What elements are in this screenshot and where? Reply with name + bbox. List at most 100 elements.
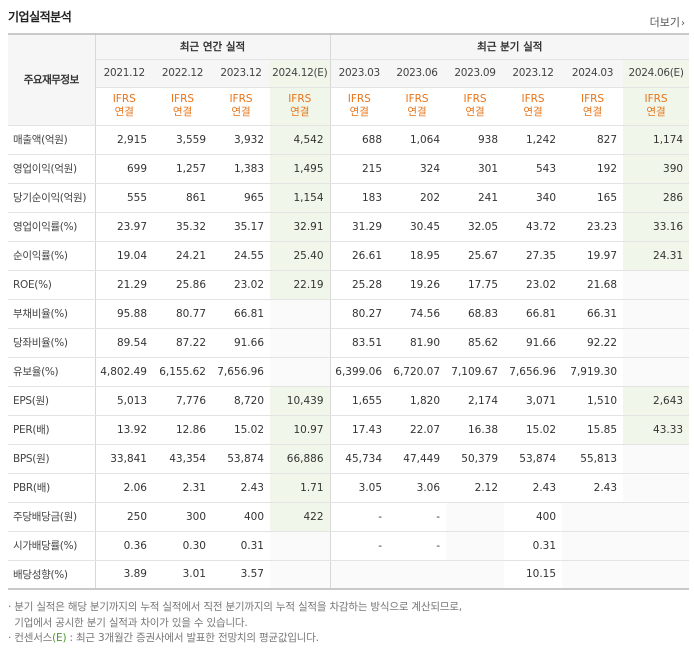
table-cell: 80.27 — [329, 299, 389, 329]
ifrs-label: IFRS 연결 — [504, 87, 563, 126]
table-cell: 400 — [504, 501, 563, 532]
table-cell: 340 — [504, 183, 563, 213]
table-cell: 0.31 — [504, 531, 563, 561]
quarter-group-header: 최근 분기 실적 — [329, 34, 690, 60]
table-cell: 2,915 — [95, 125, 153, 155]
table-cell: 3.89 — [95, 560, 153, 590]
table-cell: 23.23 — [562, 211, 624, 242]
table-cell: 1,495 — [270, 154, 331, 184]
table-cell: 24.31 — [623, 241, 690, 271]
table-cell: 80.77 — [153, 299, 212, 329]
table-cell: - — [388, 531, 447, 561]
table-cell: 18.95 — [388, 241, 447, 271]
row-label: 매출액(억원) — [8, 125, 96, 155]
period-header: 2023.09 — [446, 59, 505, 88]
table-cell: 324 — [388, 154, 447, 184]
table-cell: 861 — [153, 183, 212, 213]
table-cell: 286 — [623, 183, 690, 213]
table-cell: 66.81 — [504, 299, 563, 329]
row-label: ROE(%) — [8, 270, 96, 300]
table-cell: 43.72 — [504, 211, 563, 242]
table-cell: 30.45 — [388, 211, 447, 242]
table-cell: 3,071 — [504, 385, 563, 416]
table-cell: 66,886 — [270, 444, 331, 474]
table-cell: 241 — [446, 183, 505, 213]
table-row: 부채비율(%) 95.88 80.77 66.81 80.27 74.56 68.83 66.… — [8, 299, 690, 329]
table-cell: 55,813 — [562, 444, 624, 474]
table-row: PER(배) 13.92 12.86 15.02 10.97 17.43 22.07 16.3… — [8, 415, 690, 445]
row-label: 영업이익(억원) — [8, 154, 96, 184]
table-row: EPS(원) 5,013 7,776 8,720 10,439 1,655 1,820 2,1… — [8, 385, 690, 416]
table-cell: 19.26 — [388, 270, 447, 300]
table-cell: 17.43 — [329, 415, 389, 445]
row-label: 시가배당률(%) — [8, 531, 96, 561]
table-cell: 10,439 — [270, 385, 331, 416]
table-row: 영업이익(억원) 699 1,257 1,383 1,495 215 324 301 543 19… — [8, 154, 690, 184]
table-cell — [623, 501, 690, 532]
ifrs-row: IFRS 연결 IFRS 연결 IFRS 연결 IFRS 연결 IFRS 연결 IFRS 연결 IFRS… — [8, 87, 690, 126]
table-cell: 23.02 — [212, 270, 270, 300]
ifrs-label: IFRS 연결 — [623, 87, 690, 126]
table-row: 유보율(%) 4,802.49 6,155.62 7,656.96 6,399.06 6,… — [8, 357, 690, 387]
table-cell — [623, 473, 690, 503]
table-cell: 3.06 — [388, 473, 447, 503]
table-cell: 25.28 — [329, 270, 389, 300]
table-cell: 26.61 — [329, 241, 389, 271]
table-cell: 7,919.30 — [562, 357, 624, 387]
table-cell: 688 — [329, 125, 389, 155]
table-cell: 2.06 — [95, 473, 153, 503]
table-cell: 0.30 — [153, 531, 212, 561]
row-label: 당기순이익(억원) — [8, 183, 96, 213]
table-cell: 2,643 — [623, 385, 690, 416]
row-label: 영업이익률(%) — [8, 211, 96, 242]
table-cell: 23.97 — [95, 211, 153, 242]
table-cell: 6,720.07 — [388, 357, 447, 387]
table-cell: 6,155.62 — [153, 357, 212, 387]
table-cell: 555 — [95, 183, 153, 213]
table-cell: 95.88 — [95, 299, 153, 329]
table-cell: 15.02 — [504, 415, 563, 445]
table-cell: 87.22 — [153, 328, 212, 358]
table-cell — [270, 560, 331, 590]
table-cell: 19.97 — [562, 241, 624, 271]
corner-header: 주요재무정보 — [8, 34, 96, 126]
period-header: 2024.03 — [562, 59, 624, 88]
row-label: 주당배당금(원) — [8, 501, 96, 532]
row-label: 당좌비율(%) — [8, 328, 96, 358]
table-cell — [562, 560, 624, 590]
table-cell — [388, 560, 447, 590]
footnote-1: · 분기 실적은 해당 분기까지의 누적 실적에서 직전 분기까지의 누적 실적… — [8, 601, 462, 613]
ifrs-label: IFRS 연결 — [329, 87, 389, 126]
ifrs-label: IFRS 연결 — [388, 87, 447, 126]
table-cell: 16.38 — [446, 415, 505, 445]
table-cell: 827 — [562, 125, 624, 155]
table-cell: 50,379 — [446, 444, 505, 474]
table-row: 시가배당률(%) 0.36 0.30 0.31- -0.31 — [8, 531, 690, 561]
period-header: 2024.06(E) — [623, 59, 690, 88]
table-cell — [623, 444, 690, 474]
table-body: 매출액(억원) 2,915 3,559 3,932 4,542 688 1,064 938 1,… — [8, 125, 690, 590]
table-cell: 1,383 — [212, 154, 270, 184]
table-cell: 1,257 — [153, 154, 212, 184]
table-cell: 25.86 — [153, 270, 212, 300]
table-row: PBR(배) 2.06 2.31 2.43 1.71 3.05 3.06 2.12 2.43 2.… — [8, 473, 690, 503]
table-cell: 183 — [329, 183, 389, 213]
table-cell: 938 — [446, 125, 505, 155]
table-cell: 53,874 — [504, 444, 563, 474]
table-cell: 250 — [95, 501, 153, 532]
table-cell: 15.02 — [212, 415, 270, 445]
table-cell: 43,354 — [153, 444, 212, 474]
table-cell: 92.22 — [562, 328, 624, 358]
table-cell: 1,820 — [388, 385, 447, 416]
period-header: 2023.12 — [504, 59, 563, 88]
table-cell: 7,656.96 — [212, 357, 270, 387]
table-cell: 45,734 — [329, 444, 389, 474]
table-cell: 85.62 — [446, 328, 505, 358]
more-link[interactable]: 더보기› — [650, 14, 685, 30]
table-cell — [562, 531, 624, 561]
table-cell: 0.31 — [212, 531, 270, 561]
footnote-1-cont: 기업에서 공시한 분기 실적과 차이가 있을 수 있습니다. — [14, 616, 248, 629]
table-cell: 543 — [504, 154, 563, 184]
table-cell: 6,399.06 — [329, 357, 389, 387]
table-cell — [270, 357, 331, 387]
